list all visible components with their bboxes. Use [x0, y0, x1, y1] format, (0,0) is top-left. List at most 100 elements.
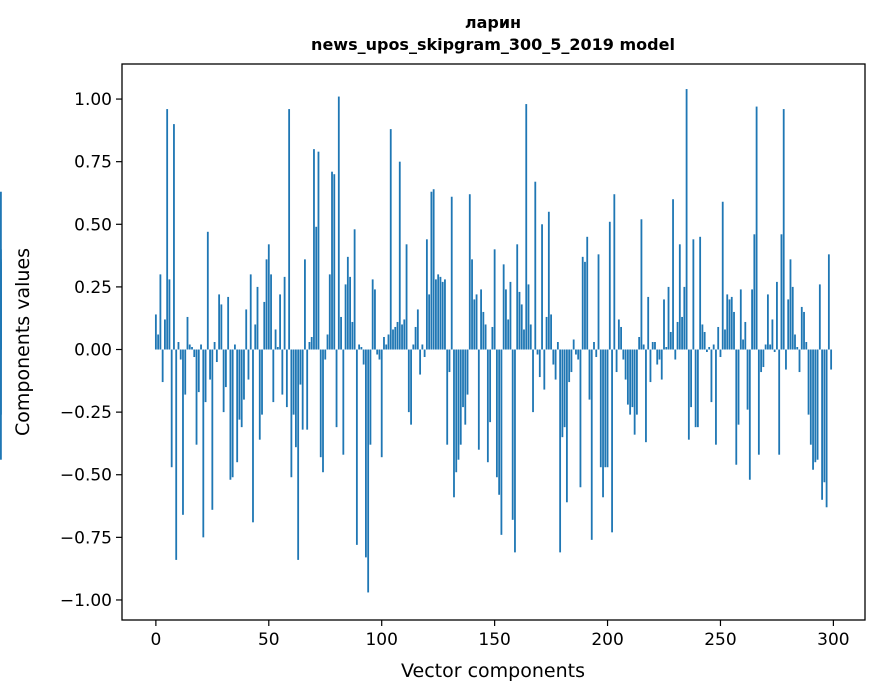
bar — [782, 109, 785, 350]
bar — [306, 349, 309, 430]
bar — [502, 264, 505, 350]
bar — [647, 296, 650, 350]
bar — [712, 344, 715, 350]
bar — [776, 281, 778, 350]
bar — [236, 349, 239, 463]
x-tick-label: 250 — [704, 630, 736, 650]
x-tick-label: 150 — [478, 630, 510, 650]
bar — [794, 334, 796, 350]
bar — [430, 191, 433, 350]
bar — [536, 349, 539, 355]
chart-title: ларин — [465, 13, 521, 32]
bar — [753, 234, 756, 350]
bar — [159, 274, 162, 350]
bar — [423, 349, 426, 358]
bar — [830, 349, 833, 370]
bar — [717, 326, 720, 350]
bar — [561, 349, 564, 438]
bar — [414, 326, 417, 350]
bar — [735, 349, 738, 465]
bar — [818, 284, 821, 350]
bar — [685, 89, 688, 350]
bar — [274, 329, 277, 350]
bar — [401, 324, 403, 350]
bar — [238, 349, 241, 420]
bar — [771, 319, 774, 350]
bar — [516, 244, 519, 350]
bar — [407, 349, 410, 413]
bar — [371, 279, 374, 350]
bar — [186, 316, 189, 350]
bar — [211, 349, 214, 510]
bar — [263, 301, 266, 350]
bar — [313, 149, 315, 350]
bar — [290, 349, 293, 478]
bar — [509, 281, 512, 350]
bar — [773, 349, 776, 353]
bar — [507, 319, 510, 350]
bar — [701, 324, 704, 350]
bar — [471, 259, 473, 350]
bar — [304, 259, 306, 350]
bar — [446, 349, 449, 445]
bar — [608, 221, 611, 350]
y-tick-label: 0.00 — [74, 341, 112, 361]
bar — [665, 347, 668, 350]
bar — [0, 296, 2, 350]
bar — [703, 331, 706, 350]
bar — [676, 321, 679, 350]
bar — [726, 294, 729, 350]
bar — [173, 124, 175, 350]
bar — [398, 161, 401, 350]
bar — [342, 349, 345, 455]
bar — [674, 349, 677, 360]
bar — [477, 349, 480, 450]
bar — [389, 129, 392, 350]
bar — [475, 294, 478, 350]
bar — [328, 274, 331, 350]
bar — [175, 349, 178, 560]
bar — [505, 289, 507, 350]
x-tick-label: 200 — [591, 630, 623, 650]
bar — [202, 349, 205, 538]
bar — [288, 109, 291, 350]
bar — [816, 349, 819, 460]
bar — [681, 316, 683, 350]
bar — [669, 331, 672, 350]
bar — [396, 321, 399, 350]
bar — [349, 276, 351, 350]
bar — [543, 349, 546, 390]
bar — [326, 334, 329, 350]
bar — [191, 347, 193, 350]
bar — [733, 311, 735, 350]
bar — [584, 261, 586, 350]
bar — [552, 349, 555, 365]
bar — [541, 224, 543, 350]
bar — [439, 276, 442, 350]
x-axis: 0 50 100 150 200 250 300 — [150, 620, 850, 650]
bar — [595, 349, 598, 358]
bar — [267, 244, 270, 350]
bar — [197, 349, 200, 393]
bar — [358, 344, 361, 350]
bar — [586, 236, 589, 350]
bar — [360, 347, 363, 350]
y-tick-label: 0.75 — [74, 153, 112, 173]
bar — [310, 336, 313, 350]
bar — [766, 294, 769, 350]
bar — [708, 347, 711, 350]
bar — [324, 349, 327, 360]
bar — [283, 276, 286, 350]
bar — [787, 299, 790, 350]
bar — [200, 344, 202, 350]
bar — [622, 349, 625, 360]
y-tick-label: −0.75 — [60, 528, 112, 548]
bar — [590, 349, 593, 540]
bar — [229, 349, 232, 480]
bar — [800, 306, 803, 350]
bar — [392, 329, 394, 350]
bar — [281, 349, 284, 395]
x-tick-label: 300 — [817, 630, 849, 650]
bar — [168, 279, 171, 350]
bar — [656, 349, 659, 365]
